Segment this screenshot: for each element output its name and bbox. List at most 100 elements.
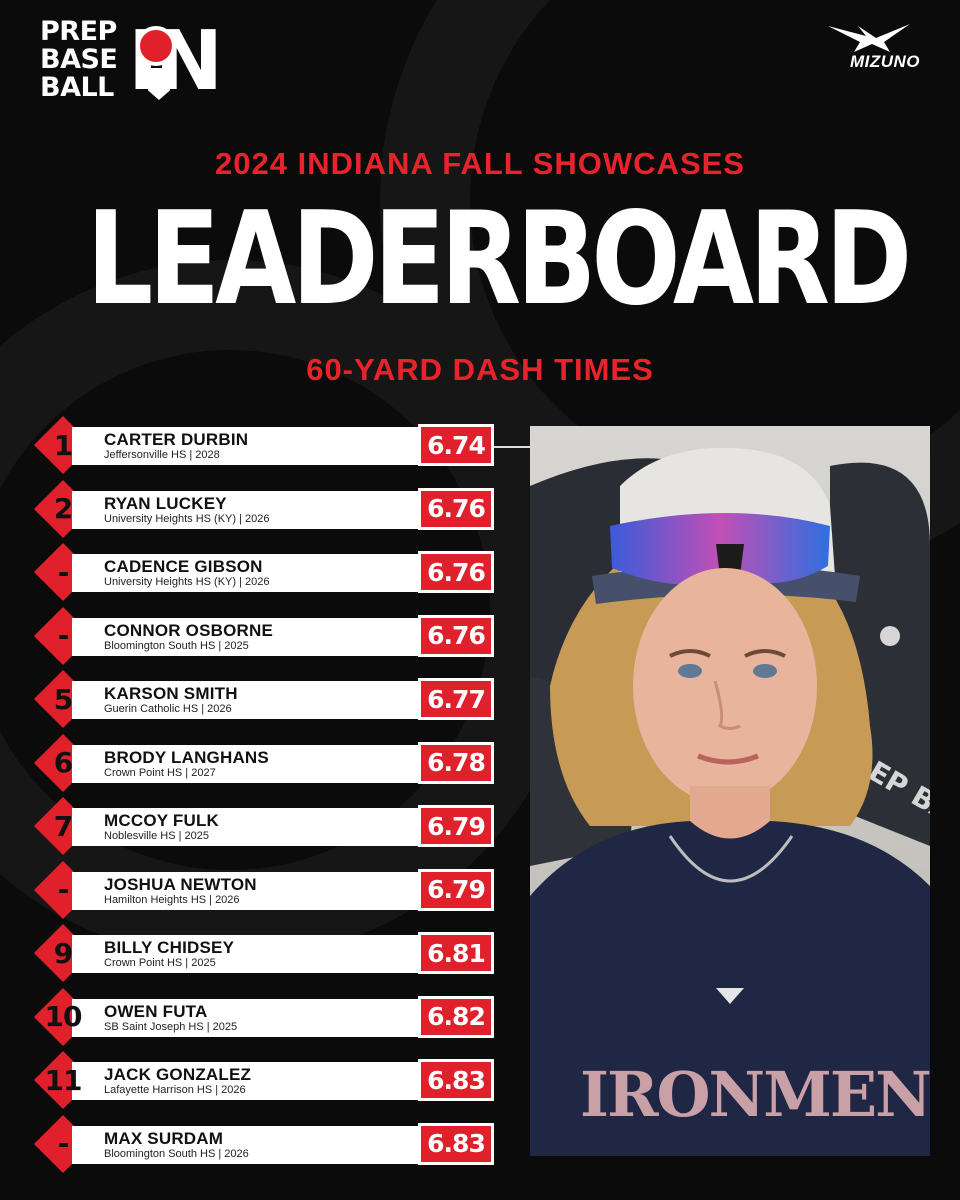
time-badge: 6.76 <box>418 614 494 657</box>
leaderboard-row: 11 JACK GONZALEZ Lafayette Harrison HS |… <box>33 1050 494 1110</box>
logo-wordmark: PREP BASE BALL <box>40 16 118 103</box>
leaderboard-row: - JOSHUA NEWTON Hamilton Heights HS | 20… <box>33 860 494 919</box>
player-name: CADENCE GIBSON <box>104 557 263 576</box>
player-name: MAX SURDAM <box>104 1128 224 1148</box>
sponsor-logo: MIZUNO <box>820 22 920 72</box>
player-school-year: University Heights HS (KY) | 2026 <box>104 512 270 525</box>
page-title: LEADERBOARD <box>86 185 912 334</box>
player-card: RYAN LUCKEY University Heights HS (KY) |… <box>72 490 456 529</box>
player-card: OWEN FUTA SB Saint Joseph HS | 2025 <box>72 998 456 1037</box>
player-name: CONNOR OSBORNE <box>104 620 274 640</box>
player-card: MCCOY FULK Noblesville HS | 2025 <box>72 808 456 846</box>
player-school-year: SB Saint Joseph HS | 2025 <box>104 1020 238 1033</box>
player-card: KARSON SMITH Guerin Catholic HS | 2026 <box>72 681 456 719</box>
dash-time: 6.78 <box>427 748 486 777</box>
prep-baseball-indiana-logo: PREP BASE BALL IN <box>40 14 240 110</box>
logo-state: IN <box>128 14 223 109</box>
time-badge: 6.76 <box>418 487 494 530</box>
time-badge: 6.77 <box>418 678 494 720</box>
leaderboard-row: 10 OWEN FUTA SB Saint Joseph HS | 2025 6… <box>33 987 494 1046</box>
dash-time: 6.82 <box>427 1002 486 1031</box>
rank-number: - <box>57 619 70 652</box>
player-card: CADENCE GIBSON University Heights HS (KY… <box>72 554 456 592</box>
player-name: RYAN LUCKEY <box>104 493 227 513</box>
leaderboard-row: 5 KARSON SMITH Guerin Catholic HS | 2026… <box>33 669 494 729</box>
helmet-icon <box>148 68 170 100</box>
player-card: JOSHUA NEWTON Hamilton Heights HS | 2026 <box>72 871 456 910</box>
rank-number: 10 <box>44 1000 83 1033</box>
leaderboard-row: 9 BILLY CHIDSEY Crown Point HS | 2025 6.… <box>33 923 494 983</box>
rank-number: 2 <box>53 492 73 525</box>
dash-time: 6.76 <box>427 494 486 523</box>
rank-number: - <box>57 873 70 906</box>
time-badge: 6.83 <box>418 1059 494 1101</box>
mizuno-runbird-icon <box>828 24 910 52</box>
player-name: CARTER DURBIN <box>104 430 249 449</box>
dash-time: 6.83 <box>427 1065 486 1095</box>
player-card: MAX SURDAM Bloomington South HS | 2026 <box>72 1125 456 1164</box>
player-school-year: Crown Point HS | 2027 <box>104 766 216 779</box>
player-name: MCCOY FULK <box>104 811 220 830</box>
baseball-icon <box>136 26 176 66</box>
leaderboard-row: 1 CARTER DURBIN Jeffersonville HS | 2028… <box>33 415 494 475</box>
player-card: CARTER DURBIN Jeffersonville HS | 2028 <box>72 427 456 465</box>
player-card: CONNOR OSBORNE Bloomington South HS | 20… <box>72 617 456 656</box>
player-name: BRODY LANGHANS <box>104 747 269 767</box>
leaderboard-row: - CONNOR OSBORNE Bloomington South HS | … <box>33 606 494 665</box>
player-school-year: Guerin Catholic HS | 2026 <box>104 703 232 715</box>
logo-line-base: BASE <box>40 44 118 75</box>
dash-time: 6.77 <box>427 684 486 714</box>
time-badge: 6.82 <box>418 995 494 1038</box>
dash-time: 6.79 <box>427 875 486 904</box>
dash-time: 6.76 <box>427 621 486 650</box>
logo-line-prep: PREP <box>40 16 117 47</box>
leaderboard-row: - MAX SURDAM Bloomington South HS | 2026… <box>33 1114 494 1173</box>
rank-number: 11 <box>44 1063 83 1097</box>
dash-time: 6.83 <box>427 1129 486 1158</box>
jersey-text: IRONMEN <box>580 1058 930 1131</box>
rank-number: - <box>57 1127 70 1160</box>
time-badge: 6.78 <box>418 741 494 784</box>
player-card: JACK GONZALEZ Lafayette Harrison HS | 20… <box>72 1062 456 1100</box>
rank-number: 6 <box>53 746 73 779</box>
rank-number: - <box>57 555 70 589</box>
leader-connector-line <box>494 446 540 448</box>
leaderboard-row: 7 MCCOY FULK Noblesville HS | 2025 6.79 <box>33 796 494 856</box>
player-name: JACK GONZALEZ <box>104 1065 252 1084</box>
player-card: BRODY LANGHANS Crown Point HS | 2027 <box>72 744 456 783</box>
dash-time: 6.74 <box>427 430 486 460</box>
logo-line-ball: BALL <box>40 72 114 103</box>
player-school-year: Hamilton Heights HS | 2026 <box>104 893 240 906</box>
event-title: 2024 INDIANA FALL SHOWCASES <box>215 146 745 181</box>
player-name: JOSHUA NEWTON <box>104 874 257 894</box>
leaderboard-row: 6 BRODY LANGHANS Crown Point HS | 2027 6… <box>33 733 494 792</box>
time-badge: 6.79 <box>418 868 494 911</box>
time-badge: 6.76 <box>418 551 494 593</box>
dash-time: 6.81 <box>427 938 486 968</box>
sponsor-name: MIZUNO <box>849 52 920 71</box>
player-name: KARSON SMITH <box>104 684 238 703</box>
leaderboard-row: - CADENCE GIBSON University Heights HS (… <box>33 542 494 602</box>
player-school-year: University Heights HS (KY) | 2026 <box>104 576 270 588</box>
player-school-year: Jeffersonville HS | 2028 <box>104 449 220 461</box>
player-name: BILLY CHIDSEY <box>104 938 235 957</box>
player-school-year: Crown Point HS | 2025 <box>104 957 216 969</box>
category-title: 60-YARD DASH TIMES <box>306 352 654 387</box>
rank-number: 1 <box>53 428 73 462</box>
player-name: OWEN FUTA <box>104 1001 208 1021</box>
time-badge: 6.83 <box>418 1122 494 1165</box>
time-badge: 6.74 <box>418 424 494 466</box>
player-school-year: Bloomington South HS | 2025 <box>104 639 249 652</box>
rank-number: 9 <box>53 936 73 970</box>
rank-number: 5 <box>53 682 73 716</box>
time-badge: 6.81 <box>418 932 494 974</box>
player-school-year: Bloomington South HS | 2026 <box>104 1147 249 1160</box>
dash-time: 6.76 <box>427 557 486 587</box>
dash-time: 6.79 <box>427 811 486 841</box>
player-school-year: Noblesville HS | 2025 <box>104 830 209 842</box>
player-card: BILLY CHIDSEY Crown Point HS | 2025 <box>72 935 456 973</box>
leaderboard-row: 2 RYAN LUCKEY University Heights HS (KY)… <box>33 479 494 538</box>
rank-number: 7 <box>53 809 73 843</box>
